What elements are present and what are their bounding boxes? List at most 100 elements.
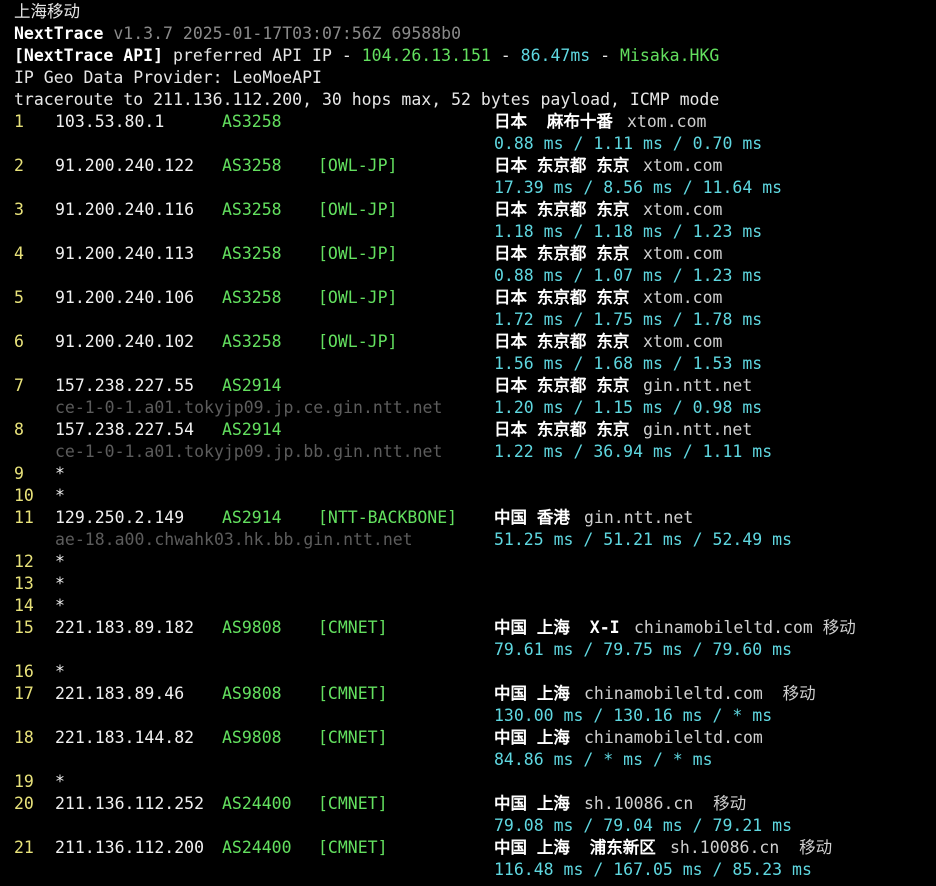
- hop-detail-row: 79.08 ms / 79.04 ms / 79.21 ms: [14, 815, 934, 837]
- hop-ip: 157.238.227.54: [55, 420, 195, 439]
- hop-geo: 中国 香港: [494, 508, 570, 527]
- hop-geo: 日本 麻布十番: [494, 112, 613, 131]
- hop-tag: [CMNET]: [318, 618, 388, 637]
- hop-hostname: xtom.com: [643, 200, 723, 219]
- hop-hostname: chinamobileltd.com: [584, 728, 763, 747]
- hop-rtt: 116.48 ms / 167.05 ms / 85.23 ms: [494, 860, 812, 879]
- hop-rdns: ae-18.a00.chwahk03.hk.bb.gin.ntt.net: [55, 530, 413, 549]
- hop-ip: *: [55, 464, 65, 483]
- hop-asn: AS3258: [222, 332, 282, 351]
- hop-number: 8: [14, 420, 24, 439]
- hop-ip: 221.183.144.82: [55, 728, 195, 747]
- hop-asn: AS2914: [222, 508, 282, 527]
- hop-ip: *: [55, 574, 65, 593]
- hop-number: 21: [14, 838, 34, 857]
- hop-tag: [CMNET]: [318, 838, 388, 857]
- hop-geo: 中国 上海 浦东新区: [494, 838, 656, 857]
- hop-hostname: xtom.com: [643, 288, 723, 307]
- hop-row: 11 129.250.2.149 AS2914 [NTT-BACKBONE] 中国 香港…: [14, 507, 934, 529]
- hop-hostname: xtom.com: [643, 244, 723, 263]
- hop-row: 16 *: [14, 661, 934, 683]
- hop-geo: 日本 东京都 东京: [494, 244, 630, 263]
- hop-asn: AS3258: [222, 244, 282, 263]
- hop-rtt: 1.18 ms / 1.18 ms / 1.23 ms: [494, 222, 763, 241]
- api-latency: 86.47ms: [520, 46, 591, 65]
- hop-ip: *: [55, 486, 65, 505]
- hop-row: 3 91.200.240.116 AS3258 [OWL-JP] 日本 东京都 东京 xt…: [14, 199, 934, 221]
- version-line: NextTrace v1.3.7 2025-01-17T03:07:56Z 69…: [14, 23, 461, 45]
- hop-ip: *: [55, 662, 65, 681]
- hop-ip: 91.200.240.106: [55, 288, 195, 307]
- sep-2: -: [600, 46, 611, 65]
- hop-row: 9 *: [14, 463, 934, 485]
- hop-number: 17: [14, 684, 34, 703]
- hop-row: 21 211.136.112.200 AS24400 [CMNET] 中国 上海 浦东新…: [14, 837, 934, 859]
- hop-rtt: 1.20 ms / 1.15 ms / 0.98 ms: [494, 398, 763, 417]
- hop-detail-row: 79.61 ms / 79.75 ms / 79.60 ms: [14, 639, 934, 661]
- hop-hostname: sh.10086.cn 移动: [670, 838, 833, 857]
- hop-geo: 中国 上海: [494, 684, 570, 703]
- hop-row: 6 91.200.240.102 AS3258 [OWL-JP] 日本 东京都 东京 xt…: [14, 331, 934, 353]
- hop-ip: 157.238.227.55: [55, 376, 195, 395]
- hop-detail-row: ce-1-0-1.a01.tokyjp09.jp.ce.gin.ntt.net 1…: [14, 397, 934, 419]
- hop-tag: [CMNET]: [318, 794, 388, 813]
- hop-number: 2: [14, 156, 24, 175]
- hop-row: 12 *: [14, 551, 934, 573]
- hop-tag: [OWL-JP]: [318, 156, 398, 175]
- geo-provider-line: IP Geo Data Provider: LeoMoeAPI: [14, 68, 322, 87]
- hop-tag: [OWL-JP]: [318, 244, 398, 263]
- hop-row: 15 221.183.89.182 AS9808 [CMNET] 中国 上海 X-I ch…: [14, 617, 934, 639]
- hop-detail-row: 84.86 ms / * ms / * ms: [14, 749, 934, 771]
- hop-ip: *: [55, 552, 65, 571]
- app-name: NextTrace: [14, 24, 104, 43]
- hop-number: 1: [14, 112, 24, 131]
- hop-tag: [CMNET]: [318, 684, 388, 703]
- hop-asn: AS3258: [222, 200, 282, 219]
- hop-detail-row: 17.39 ms / 8.56 ms / 11.64 ms: [14, 177, 934, 199]
- hop-rtt: 1.22 ms / 36.94 ms / 1.11 ms: [494, 442, 773, 461]
- hop-geo: 日本 东京都 东京: [494, 156, 630, 175]
- hop-number: 18: [14, 728, 34, 747]
- hop-ip: 221.183.89.182: [55, 618, 195, 637]
- hop-row: 19 *: [14, 771, 934, 793]
- hop-detail-row: ce-1-0-1.a01.tokyjp09.jp.bb.gin.ntt.net 1…: [14, 441, 934, 463]
- hop-number: 16: [14, 662, 34, 681]
- hop-row: 8 157.238.227.54 AS2914 日本 东京都 东京 gin.ntt.ne…: [14, 419, 934, 441]
- hop-number: 7: [14, 376, 24, 395]
- hop-ip: 221.183.89.46: [55, 684, 185, 703]
- hop-rtt: 84.86 ms / * ms / * ms: [494, 750, 713, 769]
- hop-row: 13 *: [14, 573, 934, 595]
- hop-asn: AS2914: [222, 420, 282, 439]
- hop-rtt: 1.72 ms / 1.75 ms / 1.78 ms: [494, 310, 763, 329]
- hop-detail-row: ae-18.a00.chwahk03.hk.bb.gin.ntt.net 51.2…: [14, 529, 934, 551]
- api-node: Misaka.HKG: [620, 46, 720, 65]
- hop-rtt: 0.88 ms / 1.11 ms / 0.70 ms: [494, 134, 763, 153]
- hop-hostname: chinamobileltd.com 移动: [634, 618, 856, 637]
- hop-number: 3: [14, 200, 24, 219]
- hop-number: 10: [14, 486, 34, 505]
- hop-geo: 中国 上海 X-I: [494, 618, 620, 637]
- hop-row: 20 211.136.112.252 AS24400 [CMNET] 中国 上海 sh.1…: [14, 793, 934, 815]
- hop-number: 14: [14, 596, 34, 615]
- hop-asn: AS9808: [222, 684, 282, 703]
- hop-hostname: chinamobileltd.com 移动: [584, 684, 816, 703]
- hop-number: 15: [14, 618, 34, 637]
- hop-number: 4: [14, 244, 24, 263]
- hop-asn: AS3258: [222, 112, 282, 131]
- hop-ip: *: [55, 596, 65, 615]
- hop-hostname: xtom.com: [627, 112, 707, 131]
- hop-hostname: gin.ntt.net: [643, 420, 753, 439]
- hop-detail-row: 1.72 ms / 1.75 ms / 1.78 ms: [14, 309, 934, 331]
- hop-geo: 日本 东京都 东京: [494, 376, 630, 395]
- hop-hostname: gin.ntt.net: [643, 376, 753, 395]
- hop-asn: AS9808: [222, 618, 282, 637]
- hop-number: 20: [14, 794, 34, 813]
- hop-tag: [NTT-BACKBONE]: [318, 508, 458, 527]
- hop-tag: [CMNET]: [318, 728, 388, 747]
- hop-ip: 91.200.240.122: [55, 156, 195, 175]
- hop-asn: AS24400: [222, 794, 292, 813]
- hop-ip: 91.200.240.116: [55, 200, 195, 219]
- hop-number: 9: [14, 464, 24, 483]
- api-line: [NextTrace API] preferred API IP - 104.2…: [14, 45, 719, 67]
- hop-asn: AS3258: [222, 156, 282, 175]
